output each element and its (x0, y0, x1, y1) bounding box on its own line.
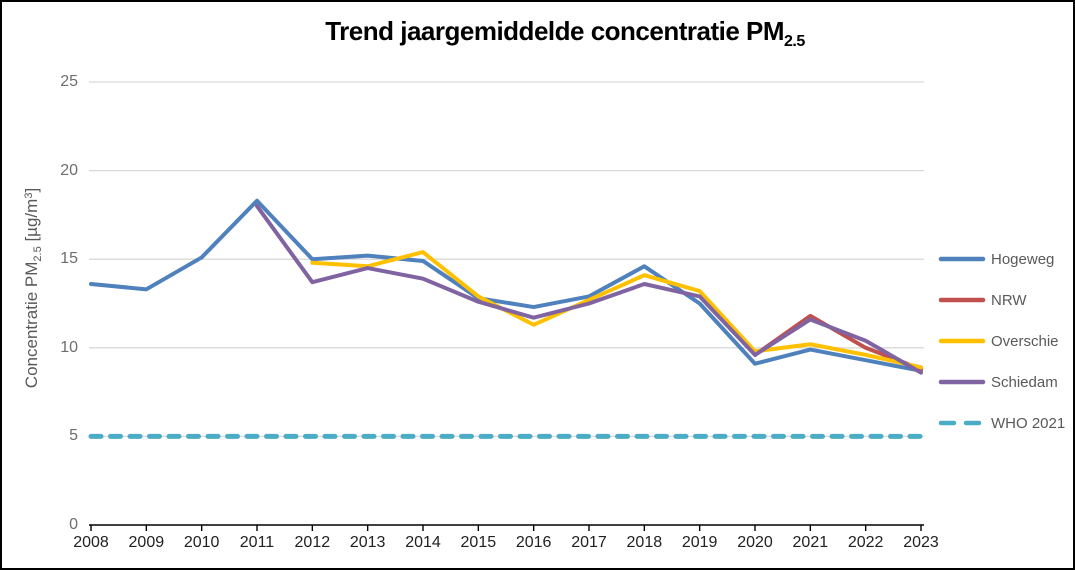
y-tick-label-0: 0 (69, 516, 78, 533)
legend-swatch-overschie-line-icon (938, 338, 986, 344)
x-tick-label-2013: 2013 (349, 534, 386, 551)
y-tick-label-5: 5 (69, 427, 78, 445)
series-line-overschie (310, 250, 923, 370)
x-tick-label-2012: 2012 (294, 534, 331, 551)
y-tick-label-10: 10 (60, 338, 78, 356)
legend-label: NRW (991, 291, 1027, 309)
x-tick-label-2015: 2015 (460, 534, 497, 551)
x-tick-label-2022: 2022 (847, 534, 884, 551)
x-tick-label-2018: 2018 (626, 534, 663, 551)
legend-swatch-nrw-line-icon (938, 297, 986, 303)
legend-label: Schiedam (991, 373, 1058, 391)
legend-item-hogeweg: Hogeweg (938, 249, 1054, 269)
series-line-schiedam (254, 204, 923, 375)
y-tick-label-20: 20 (60, 161, 78, 179)
series-line-hogeweg (89, 198, 923, 373)
legend-label: Hogeweg (991, 250, 1055, 268)
y-tick-label-15: 15 (60, 250, 78, 268)
x-tick-label-2016: 2016 (515, 534, 552, 551)
x-tick-label-2019: 2019 (681, 534, 718, 551)
x-tick-label-2021: 2021 (792, 534, 829, 551)
legend: Hogeweg NRW Overschie Schiedam WHO 2021 (938, 2, 1073, 568)
legend-swatch-hogeweg-line-icon (938, 256, 986, 262)
legend-item-nrw: NRW (938, 290, 1027, 310)
chart-title-subscript: 2.5 (784, 33, 805, 50)
x-tick-label-2011: 2011 (239, 534, 275, 551)
x-tick-label-2014: 2014 (405, 534, 441, 551)
x-tick-label-2010: 2010 (183, 534, 220, 551)
legend-item-overschie: Overschie (938, 331, 1059, 351)
y-tick-label-25: 25 (60, 73, 78, 90)
x-tick-label-2008: 2008 (73, 534, 109, 551)
x-tick-label-2020: 2020 (737, 534, 773, 551)
x-tick-label-2009: 2009 (128, 534, 165, 551)
legend-label: Overschie (991, 332, 1059, 350)
legend-item-schiedam: Schiedam (938, 372, 1058, 392)
legend-label: WHO 2021 (991, 414, 1066, 432)
legend-swatch-schiedam-line-icon (938, 379, 986, 385)
legend-swatch-who-2021-line-icon (938, 420, 986, 426)
x-tick-label-2023: 2023 (903, 534, 939, 551)
legend-item-who-2021: WHO 2021 (938, 413, 1065, 433)
chart-title: Trend jaargemiddelde concentratie PM2.5 (72, 16, 1058, 51)
x-tick-label-2017: 2017 (571, 534, 607, 551)
chart-title-text: Trend jaargemiddelde concentratie PM (325, 16, 785, 46)
